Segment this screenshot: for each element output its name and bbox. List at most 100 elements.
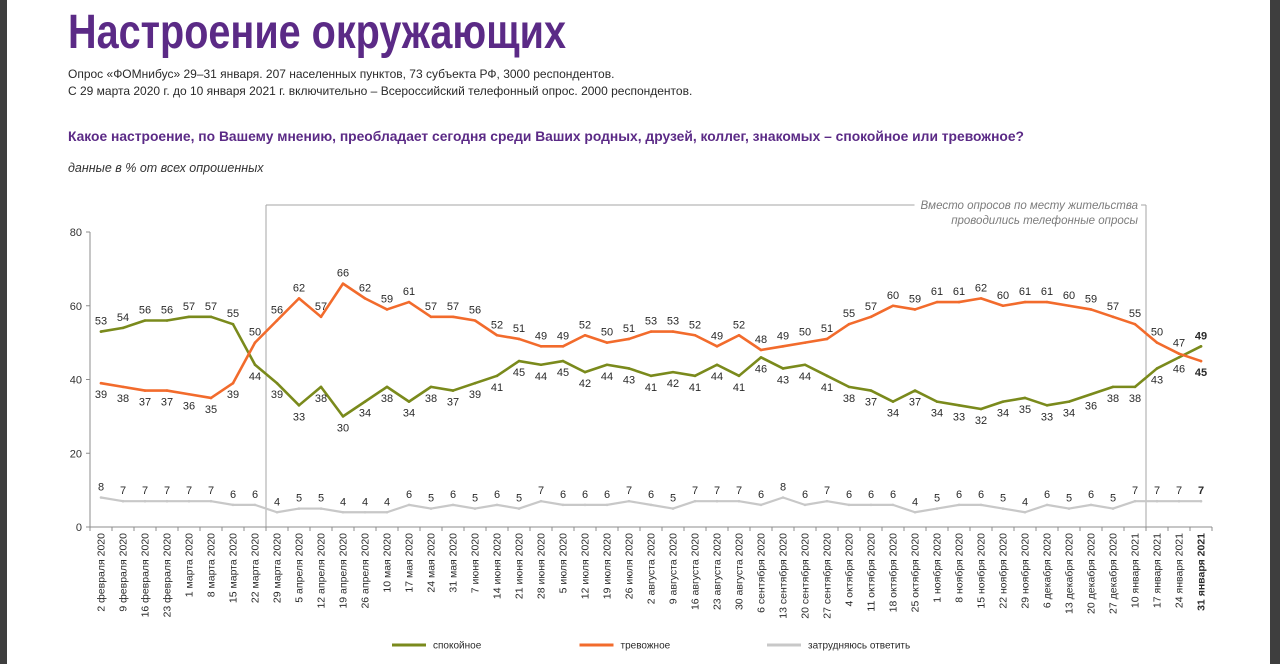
data-label-anxious: 60	[887, 290, 899, 302]
data-label-hard-to-say: 6	[1044, 489, 1050, 501]
data-point-calm	[561, 359, 565, 363]
x-tick-label: 1 марта 2020	[184, 533, 196, 597]
x-tick-label: 8 ноября 2020	[954, 533, 966, 603]
data-label-calm: 42	[579, 378, 591, 390]
data-point-anxious	[1199, 359, 1203, 363]
data-label-calm: 44	[601, 371, 613, 383]
data-label-anxious: 52	[733, 319, 745, 331]
x-tick-label: 20 сентября 2020	[800, 533, 812, 619]
data-point-hard-to-say	[429, 507, 433, 510]
data-label-calm: 34	[931, 408, 943, 420]
data-point-calm	[187, 315, 191, 319]
data-label-calm: 41	[821, 382, 833, 394]
data-point-calm	[231, 322, 235, 326]
data-label-anxious: 52	[689, 319, 701, 331]
data-label-anxious: 36	[183, 400, 195, 412]
x-tick-label: 5 апреля 2020	[294, 533, 306, 603]
x-tick-label: 19 июля 2020	[602, 533, 614, 599]
legend-label-calm: спокойное	[433, 641, 482, 652]
data-point-calm	[693, 374, 697, 378]
data-label-anxious: 50	[249, 327, 261, 339]
data-point-calm	[319, 385, 323, 389]
data-point-calm	[1089, 392, 1093, 396]
data-point-hard-to-say	[803, 503, 807, 507]
data-point-hard-to-say	[583, 503, 587, 507]
data-point-anxious	[297, 297, 301, 300]
x-tick-label: 22 ноября 2020	[998, 533, 1010, 609]
data-point-calm	[1177, 356, 1181, 359]
data-point-calm	[341, 415, 345, 418]
data-point-calm	[1155, 367, 1159, 370]
legend: спокойное тревожное затрудняюсь ответить	[392, 641, 910, 652]
data-point-anxious	[429, 315, 433, 319]
x-tick-label: 23 февраля 2020	[162, 533, 174, 618]
data-point-anxious	[1001, 304, 1005, 308]
data-label-hard-to-say: 6	[758, 489, 764, 501]
data-point-hard-to-say	[1155, 499, 1159, 503]
data-point-anxious	[363, 297, 367, 300]
data-point-anxious	[891, 304, 895, 308]
data-label-anxious: 57	[865, 301, 877, 313]
data-label-hard-to-say: 6	[978, 489, 984, 501]
data-point-anxious	[649, 330, 653, 333]
data-label-anxious: 62	[293, 282, 305, 294]
data-point-anxious	[759, 348, 763, 352]
data-point-hard-to-say	[231, 503, 235, 507]
legend-item-hard-to-say: затрудняюсь ответить	[767, 641, 910, 652]
x-tick-label: 29 марта 2020	[272, 533, 284, 603]
data-point-hard-to-say	[1045, 503, 1049, 507]
x-tick-label: 5 июля 2020	[558, 533, 570, 594]
data-label-calm: 56	[161, 305, 173, 317]
x-tick-label: 28 июня 2020	[536, 533, 548, 599]
data-point-calm	[649, 374, 653, 378]
data-label-calm: 44	[799, 371, 811, 383]
x-tick-label: 17 мая 2020	[404, 533, 416, 593]
phone-survey-annotation-line: Вместо опросов по месту жительства	[921, 200, 1138, 212]
data-label-anxious: 50	[1151, 327, 1163, 339]
x-tick-label: 24 мая 2020	[426, 533, 438, 593]
x-tick-label: 17 января 2021	[1152, 533, 1164, 608]
data-point-calm	[121, 326, 125, 330]
data-point-hard-to-say	[979, 503, 983, 507]
data-point-calm	[1045, 404, 1049, 407]
data-point-hard-to-say	[473, 507, 477, 510]
data-label-anxious: 37	[139, 397, 151, 409]
x-tick-label: 6 сентября 2020	[756, 533, 768, 613]
data-point-anxious	[979, 297, 983, 300]
data-point-hard-to-say	[913, 510, 917, 514]
data-label-calm: 41	[733, 382, 745, 394]
legend-label-hard-to-say: затрудняюсь ответить	[808, 641, 910, 652]
data-point-calm	[363, 400, 367, 403]
data-point-anxious	[1177, 352, 1181, 355]
data-label-anxious: 49	[535, 330, 547, 342]
data-point-calm	[253, 363, 257, 367]
data-point-anxious	[99, 381, 103, 385]
x-tick-label: 13 сентября 2020	[778, 533, 790, 619]
data-label-hard-to-say: 5	[1110, 493, 1116, 505]
data-point-anxious	[671, 330, 675, 333]
data-point-anxious	[231, 381, 235, 385]
data-label-calm: 45	[557, 367, 569, 379]
data-label-calm: 33	[1041, 411, 1053, 423]
data-label-hard-to-say: 6	[846, 489, 852, 501]
data-label-hard-to-say: 4	[274, 496, 280, 508]
data-label-anxious: 50	[601, 327, 613, 339]
data-label-hard-to-say: 6	[604, 489, 610, 501]
data-label-hard-to-say: 7	[142, 485, 148, 497]
x-tick-label: 15 ноября 2020	[976, 533, 988, 609]
data-label-anxious: 51	[821, 323, 833, 335]
x-tick-label: 16 августа 2020	[690, 533, 702, 610]
data-label-anxious: 55	[843, 308, 855, 320]
data-label-hard-to-say: 7	[538, 485, 544, 497]
data-point-hard-to-say	[1023, 510, 1027, 514]
data-point-hard-to-say	[737, 499, 741, 503]
data-point-calm	[385, 385, 389, 389]
data-point-hard-to-say	[121, 499, 125, 503]
data-point-anxious	[583, 333, 587, 337]
data-point-hard-to-say	[649, 503, 653, 507]
data-label-anxious: 39	[95, 389, 107, 401]
x-tick-label: 1 ноября 2020	[932, 533, 944, 603]
data-point-hard-to-say	[1089, 503, 1093, 507]
y-tick-label: 60	[70, 301, 82, 313]
